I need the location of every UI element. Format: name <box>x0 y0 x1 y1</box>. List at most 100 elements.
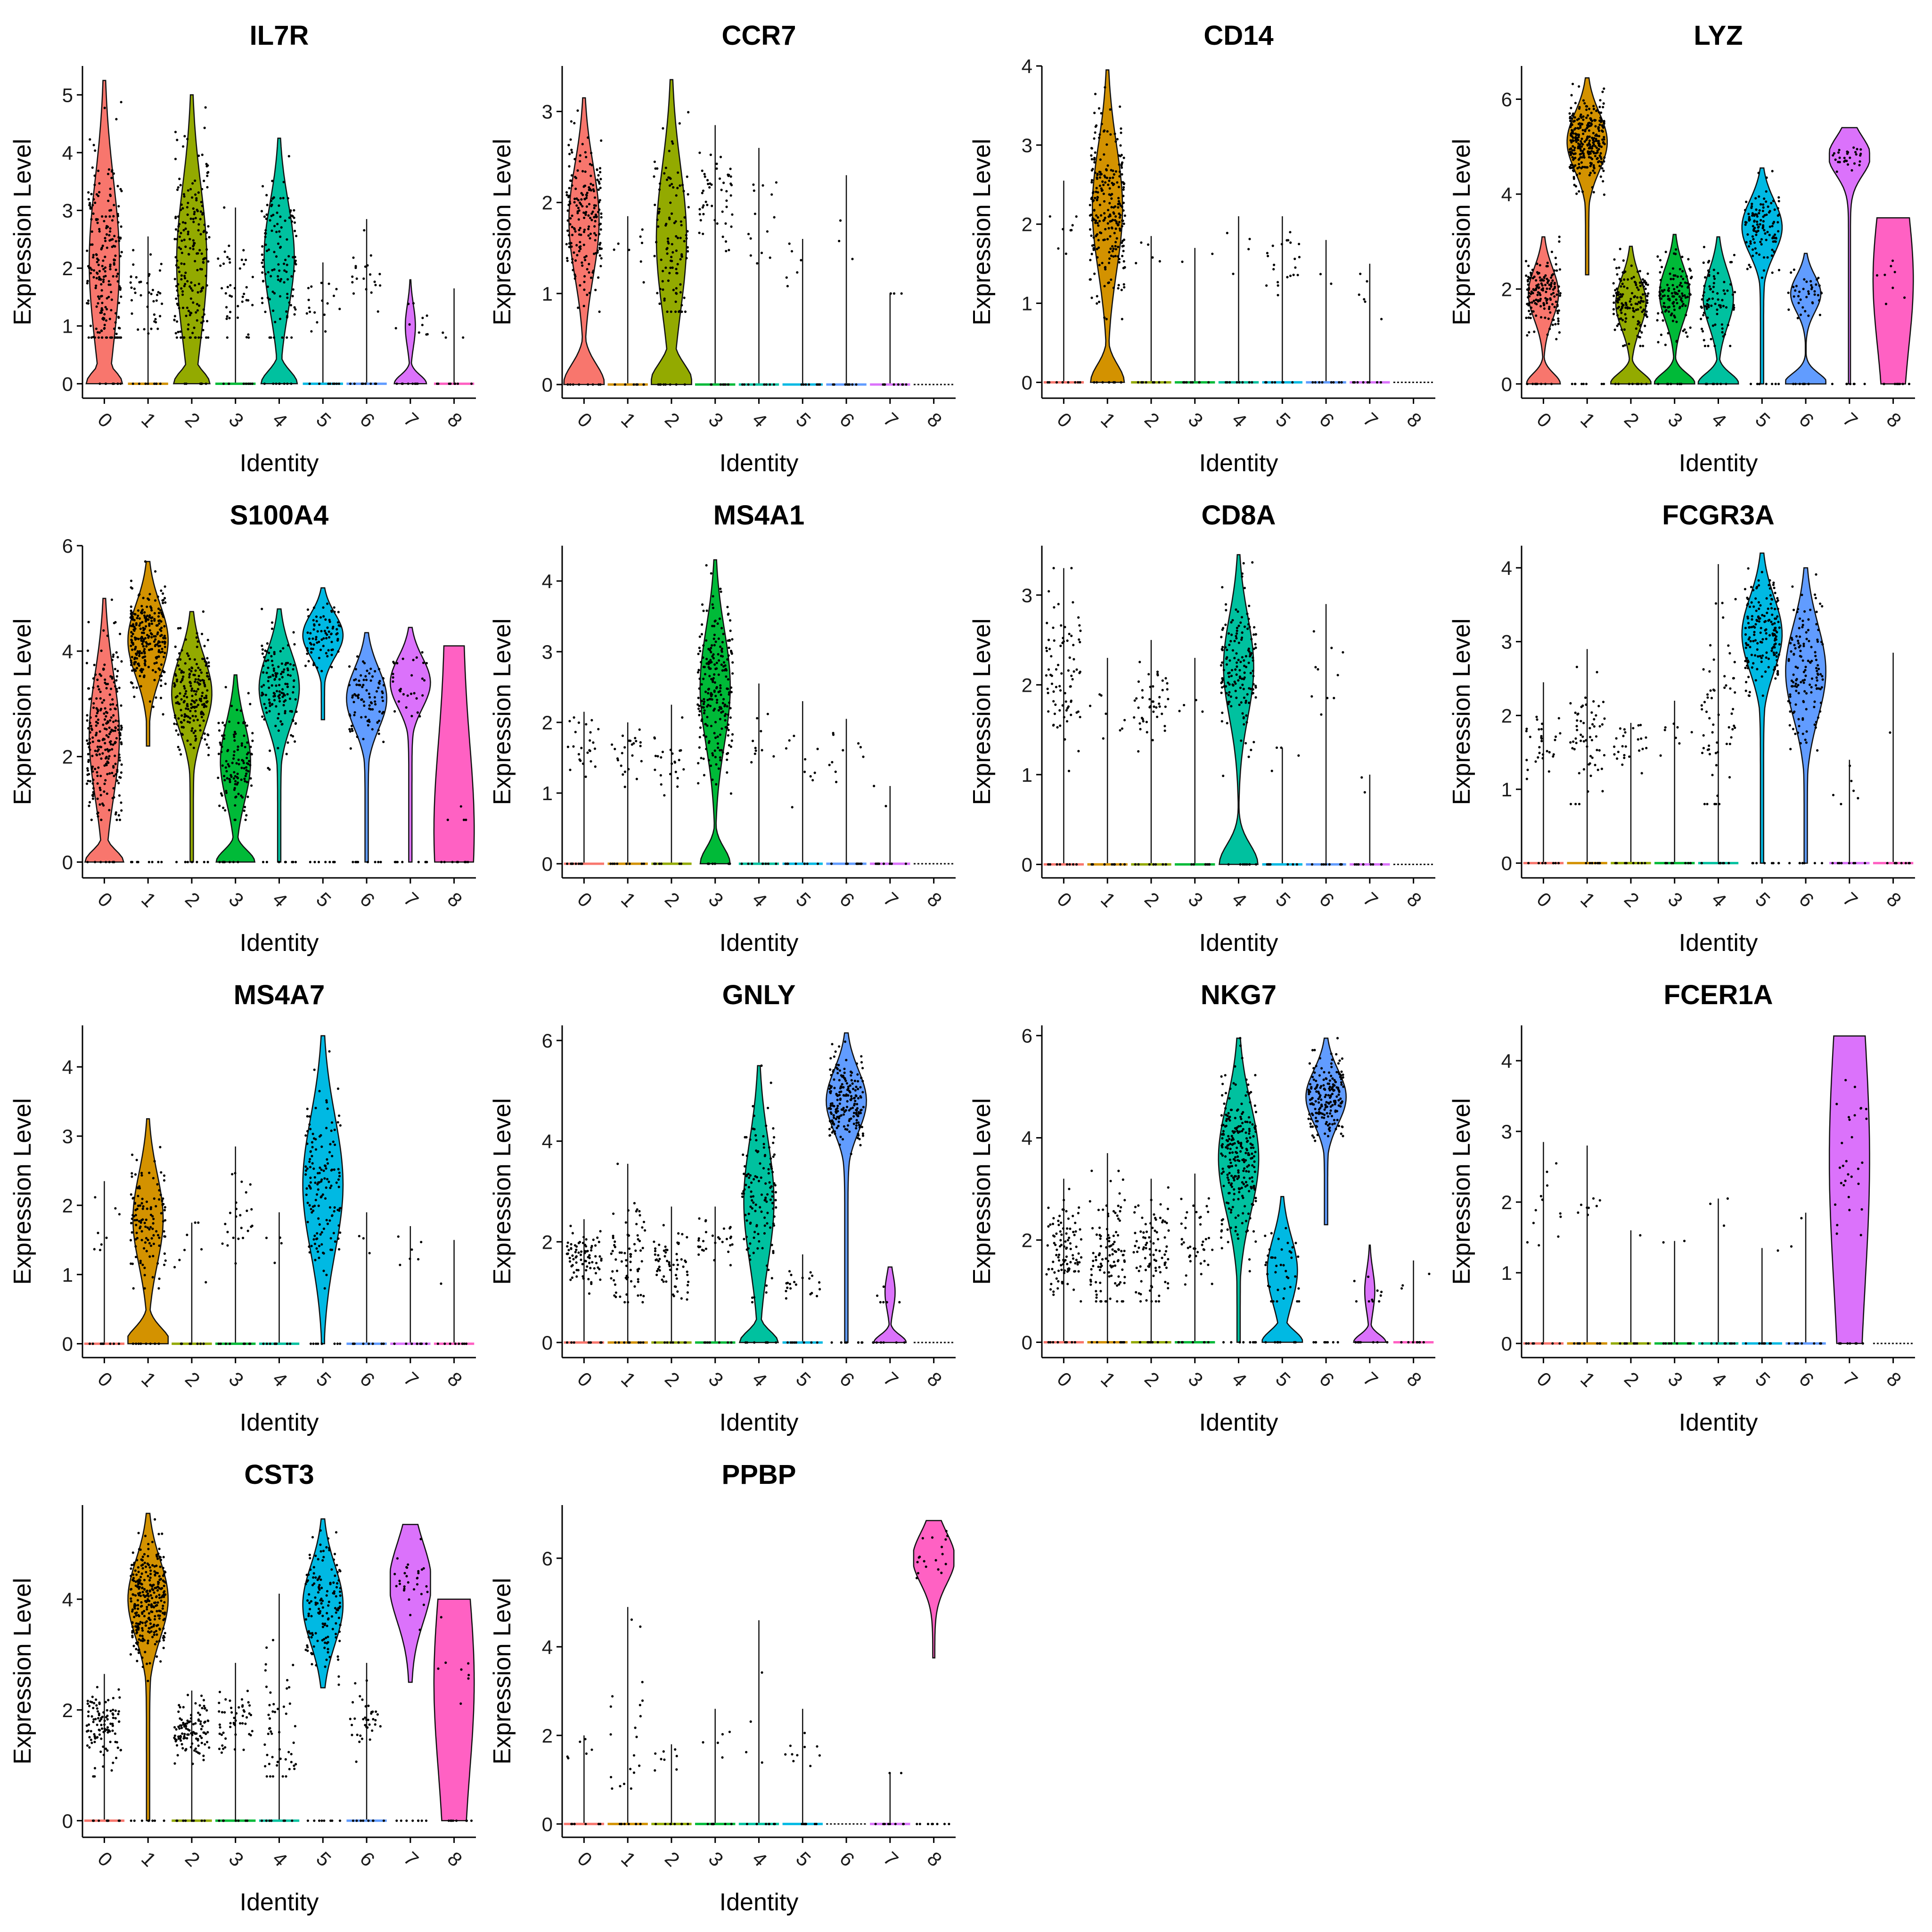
data-point <box>594 239 597 242</box>
data-point <box>338 308 341 311</box>
data-point <box>589 174 592 177</box>
data-point <box>203 696 206 699</box>
data-point <box>1067 669 1070 672</box>
data-point <box>1059 689 1062 692</box>
data-point <box>1571 129 1573 131</box>
data-point <box>627 768 630 770</box>
data-point <box>1525 274 1528 277</box>
data-point <box>161 647 164 650</box>
data-point <box>291 295 294 298</box>
data-point <box>205 231 208 234</box>
data-point <box>1236 630 1238 632</box>
data-point <box>176 678 179 681</box>
data-point <box>1075 863 1078 866</box>
data-point <box>155 661 158 664</box>
data-point <box>247 382 250 385</box>
data-point <box>88 773 90 776</box>
data-point <box>1137 863 1140 866</box>
data-point <box>1893 270 1896 273</box>
data-point <box>1810 284 1813 287</box>
data-point <box>97 739 100 742</box>
data-point <box>147 274 150 277</box>
data-point <box>565 191 568 194</box>
data-point <box>717 637 720 640</box>
data-point <box>262 280 265 283</box>
data-point <box>278 269 281 272</box>
data-point <box>287 741 289 744</box>
data-point <box>349 382 352 385</box>
data-point <box>143 652 146 655</box>
data-point <box>1576 167 1579 170</box>
data-point <box>261 262 263 264</box>
violin-group-2 <box>1610 246 1652 385</box>
data-point <box>1704 276 1707 279</box>
data-point <box>1104 181 1107 184</box>
data-point <box>1807 290 1810 293</box>
data-point <box>713 749 716 752</box>
data-point <box>1748 263 1751 266</box>
data-point <box>265 217 268 220</box>
data-point <box>623 770 626 773</box>
x-tick-label: 4 <box>268 888 292 911</box>
data-point <box>145 625 147 628</box>
data-point <box>267 248 270 251</box>
data-point <box>195 699 198 702</box>
data-point <box>89 780 92 783</box>
data-point <box>578 383 581 386</box>
data-point <box>704 735 708 738</box>
data-point <box>104 306 107 309</box>
data-point <box>1164 705 1167 708</box>
data-point <box>330 632 333 635</box>
data-point <box>197 666 200 669</box>
data-point <box>146 614 149 617</box>
data-point <box>266 296 270 299</box>
data-point <box>247 336 250 339</box>
data-point <box>157 615 160 618</box>
data-point <box>1060 624 1063 627</box>
data-point <box>202 719 205 722</box>
data-point <box>717 709 720 712</box>
data-point <box>1719 306 1722 309</box>
data-point <box>264 236 267 238</box>
x-tick-label: 8 <box>1403 408 1426 432</box>
data-point <box>1645 304 1647 307</box>
data-point <box>180 247 182 250</box>
data-point <box>114 729 116 732</box>
data-point <box>577 306 580 309</box>
data-point <box>656 292 659 295</box>
data-point <box>273 699 276 702</box>
data-point <box>187 328 189 331</box>
data-point <box>115 719 117 722</box>
data-point <box>1711 297 1714 300</box>
data-point <box>1632 307 1635 310</box>
data-point <box>1846 150 1849 153</box>
data-point <box>716 742 719 745</box>
data-point <box>1198 381 1201 384</box>
data-point <box>1570 141 1573 144</box>
data-point <box>101 302 104 304</box>
data-point <box>786 285 789 287</box>
data-point <box>187 230 189 233</box>
data-point <box>307 298 310 302</box>
data-point <box>1646 283 1649 286</box>
data-point <box>163 625 166 628</box>
data-point <box>670 255 673 259</box>
data-point <box>705 639 708 642</box>
data-point <box>1853 162 1856 165</box>
data-point <box>1539 305 1542 308</box>
data-point <box>1117 186 1120 188</box>
data-point <box>572 269 574 271</box>
data-point <box>277 729 280 732</box>
data-point <box>366 264 369 267</box>
data-point <box>294 740 296 743</box>
data-point <box>376 721 379 724</box>
data-point <box>1530 293 1532 295</box>
data-point <box>1103 129 1106 132</box>
data-point <box>221 745 223 748</box>
data-point <box>161 650 164 653</box>
data-point <box>392 680 394 683</box>
data-point <box>138 617 141 620</box>
data-point <box>706 716 709 719</box>
data-point <box>1583 148 1586 151</box>
